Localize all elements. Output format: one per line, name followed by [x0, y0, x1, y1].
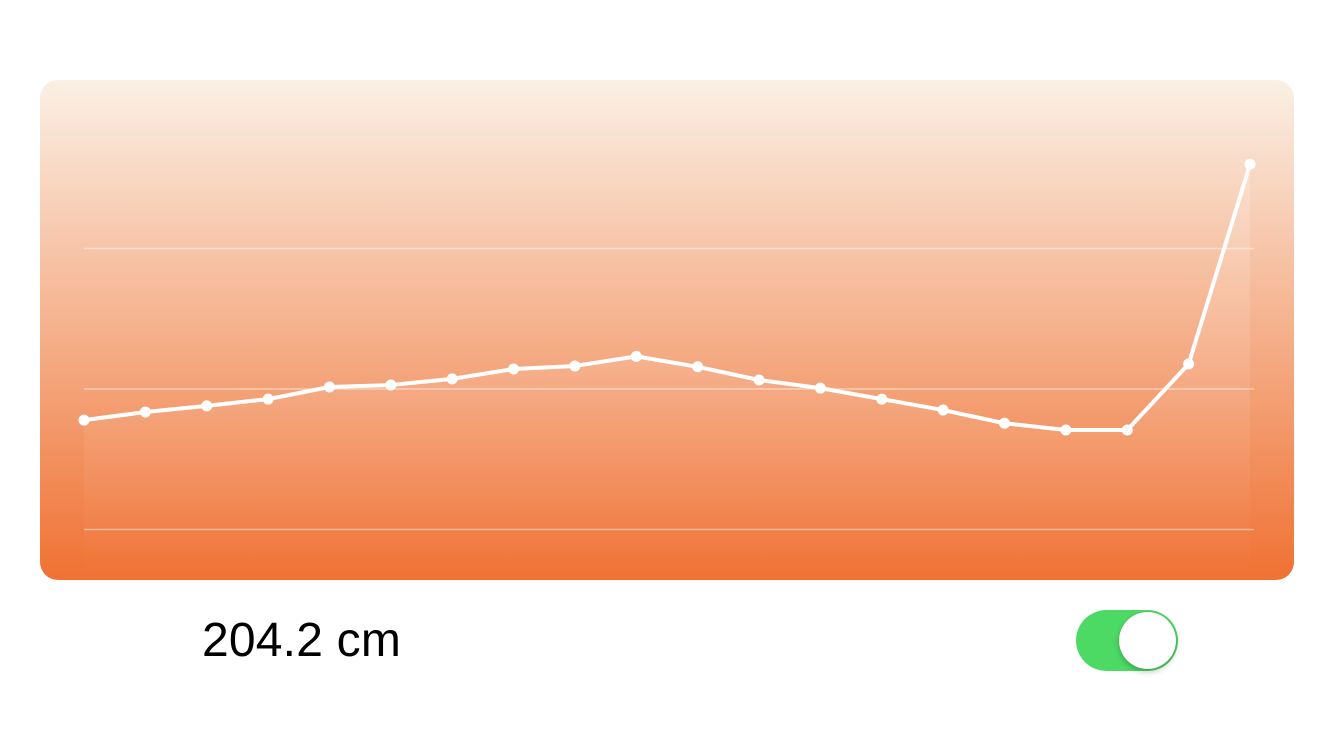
data-point [1121, 424, 1133, 436]
data-point [814, 382, 826, 394]
data-point [876, 393, 888, 405]
series-line [82, 162, 1252, 432]
data-point [508, 363, 520, 375]
toggle-switch[interactable] [1076, 610, 1178, 671]
toggle-knob[interactable] [1119, 612, 1176, 669]
measurement-value: 204.2 cm [202, 614, 402, 667]
data-point [262, 393, 274, 405]
data-point [1060, 424, 1072, 436]
data-point [753, 374, 765, 386]
data-point [1183, 358, 1195, 370]
data-point [999, 417, 1011, 429]
line-chart-svg [40, 80, 1294, 580]
line-chart [40, 80, 1294, 580]
series-area [84, 164, 1250, 580]
data-point [1244, 158, 1256, 170]
data-point [692, 361, 704, 373]
data-point [446, 373, 458, 385]
data-point [323, 381, 335, 393]
data-point [569, 360, 581, 372]
data-point [630, 350, 642, 362]
data-point [139, 406, 151, 418]
data-point [937, 404, 949, 416]
data-point [201, 400, 213, 412]
data-point [78, 414, 90, 426]
data-point [385, 379, 397, 391]
